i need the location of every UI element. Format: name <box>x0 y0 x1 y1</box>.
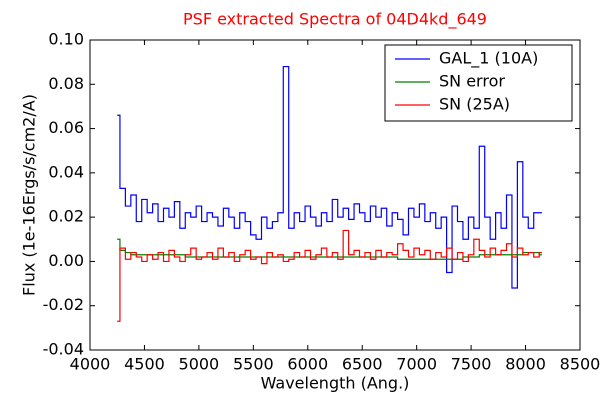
legend-box <box>384 44 573 122</box>
x-tick-label: 5000 <box>179 355 220 374</box>
x-tick-label: 6500 <box>342 355 383 374</box>
y-tick-label: 0.02 <box>48 207 84 226</box>
y-tick-label: 0.00 <box>48 251 84 270</box>
x-tick-label: 7500 <box>451 355 492 374</box>
y-tick-label: 0.04 <box>48 162 84 181</box>
chart-title: PSF extracted Spectra of 04D4kd_649 <box>183 10 487 30</box>
series-line <box>117 229 542 322</box>
x-tick-label: 4500 <box>124 355 165 374</box>
x-tick-label: 5500 <box>233 355 274 374</box>
legend-label: SN (25A) <box>439 95 510 114</box>
y-tick-label: -0.02 <box>43 295 84 314</box>
series-line <box>117 65 542 289</box>
legend-label: GAL_1 (10A) <box>439 49 538 69</box>
y-tick-label: 0.10 <box>48 30 84 49</box>
y-tick-label: -0.04 <box>43 340 84 359</box>
x-tick-label: 4000 <box>70 355 111 374</box>
x-tick-label: 8500 <box>560 355 600 374</box>
x-tick-label: 6000 <box>287 355 328 374</box>
legend-label: SN error <box>439 72 505 91</box>
plot-frame <box>89 39 581 351</box>
x-axis-label: Wavelength (Ang.) <box>261 374 410 393</box>
x-tick-label: 7000 <box>396 355 437 374</box>
x-tick-label: 8000 <box>505 355 546 374</box>
y-axis-label: Flux (1e-16Ergs/s/cm2/A) <box>20 94 39 296</box>
y-tick-label: 0.08 <box>48 74 84 93</box>
y-tick-label: 0.06 <box>48 118 84 137</box>
